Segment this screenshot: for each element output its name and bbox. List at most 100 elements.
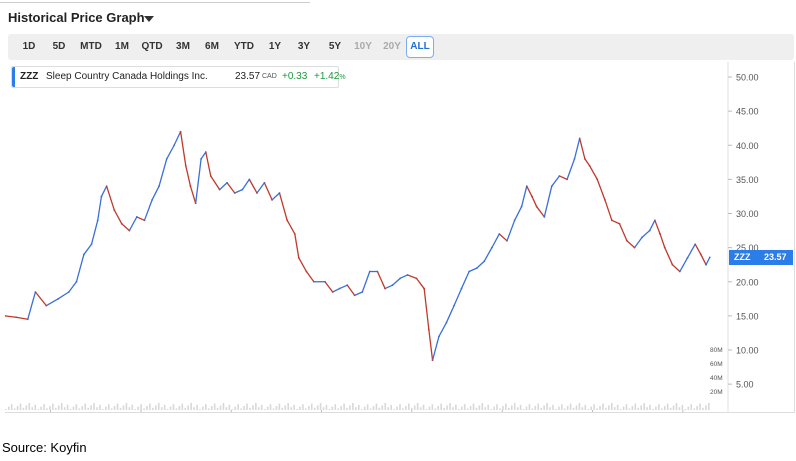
volume-bar	[622, 406, 625, 410]
price-segment	[248, 179, 258, 194]
price-segment	[589, 165, 598, 180]
legend-company-name: Sleep Country Canada Holdings Inc.	[46, 71, 208, 82]
timeframe-button-ytd[interactable]: YTD	[234, 41, 254, 52]
price-segment	[136, 216, 145, 221]
price-segment	[468, 267, 478, 273]
volume-bar	[675, 403, 678, 410]
timeframe-button-1m[interactable]: 1M	[115, 41, 129, 52]
volume-bar	[452, 407, 454, 410]
volume-bar	[410, 407, 413, 410]
volume-bar	[422, 404, 425, 410]
timeframe-button-3m[interactable]: 3M	[176, 41, 190, 52]
price-segment	[460, 271, 470, 289]
volume-bar	[43, 404, 45, 410]
volume-bar	[252, 405, 254, 410]
price-segment	[166, 144, 175, 160]
volume-bar	[525, 406, 528, 410]
timeframe-button-1d[interactable]: 1D	[22, 41, 36, 52]
volume-bar	[619, 409, 622, 410]
volume-bar	[116, 403, 119, 410]
timeframe-button-mtd[interactable]: MTD	[80, 41, 102, 52]
volume-bar	[307, 406, 310, 410]
timeframe-button-1y[interactable]: 1Y	[268, 41, 282, 52]
timeframe-button-3y[interactable]: 3Y	[297, 41, 311, 52]
chart-area[interactable]: 5.00 10.00 15.00 20.00 25.00 30.00 35.00 40.00 4…	[4, 62, 795, 431]
volume-bar	[160, 407, 163, 410]
volume-bar	[587, 409, 590, 410]
timeframe-button-qtd[interactable]: QTD	[141, 41, 163, 52]
volume-bar	[231, 409, 234, 410]
volume-bar	[113, 406, 116, 410]
volume-bar	[343, 403, 345, 410]
price-segment	[271, 192, 280, 201]
volume-bar	[575, 405, 578, 410]
legend-ticker: ZZZ	[20, 71, 39, 82]
header: Historical Price Graph	[0, 0, 796, 28]
volume-bar	[681, 404, 684, 410]
volume-bar	[466, 408, 469, 410]
volume-bar	[216, 407, 219, 410]
price-segment	[16, 316, 28, 320]
volume-bar	[519, 404, 522, 410]
volume-bar	[496, 404, 498, 410]
volume-bar	[213, 403, 216, 410]
volume-bar	[219, 405, 222, 410]
volume-bar	[202, 406, 204, 410]
timeframe-button-all[interactable]: ALL	[406, 36, 434, 58]
volume-bar	[478, 405, 481, 410]
volume-bar	[105, 406, 107, 410]
price-segment	[641, 230, 651, 238]
price-segment	[195, 158, 202, 204]
timeframe-button-5d[interactable]: 5D	[52, 41, 66, 52]
price-segment	[305, 271, 315, 283]
volume-bar	[702, 407, 704, 410]
price-segment	[611, 219, 620, 225]
source-note: Source: Koyfin	[2, 440, 87, 455]
volume-bar	[131, 404, 134, 410]
price-tag-ticker: ZZZ	[734, 252, 751, 262]
volume-bar	[660, 408, 663, 410]
volume-bar	[566, 406, 569, 410]
volume-bar	[581, 407, 584, 410]
chevron-down-icon[interactable]	[144, 16, 154, 22]
volume-bar	[537, 403, 540, 410]
volume-bar	[384, 403, 387, 410]
page-title[interactable]: Historical Price Graph	[8, 10, 145, 25]
volume-bar	[16, 406, 19, 410]
volume-bar	[210, 406, 213, 410]
data-point	[708, 256, 711, 259]
price-segment	[626, 240, 636, 249]
volume-bar	[666, 403, 669, 410]
timeframe-button-5y[interactable]: 5Y	[328, 41, 342, 52]
volume-bar	[296, 409, 298, 410]
volume-bar	[69, 409, 72, 410]
volume-bar	[178, 406, 181, 410]
volume-bar	[157, 403, 160, 410]
timeframe-button-6m[interactable]: 6M	[205, 41, 219, 52]
volume-bar	[49, 406, 51, 410]
volume-bar	[37, 409, 39, 410]
price-segment	[700, 254, 707, 265]
volume-bar	[60, 403, 63, 410]
volume-bar	[143, 408, 145, 410]
volume-bar	[337, 408, 340, 410]
price-segment	[361, 271, 371, 293]
volume-bar	[222, 403, 225, 410]
price-segment	[431, 336, 440, 361]
volume-bar	[569, 403, 572, 410]
volume-bar	[463, 404, 466, 410]
volume-bar	[175, 408, 178, 410]
price-segment	[531, 196, 538, 207]
volume-bar	[560, 404, 563, 410]
price-segment	[384, 284, 393, 290]
volume-bar	[134, 409, 137, 410]
timeframe-toolbar: 1D 5D MTD 1M QTD 3M 6M YTD 1Y 3Y 5Y 10Y 20Y ALL	[8, 34, 794, 60]
volume-bar	[287, 403, 289, 410]
price-segment	[679, 257, 689, 272]
volume-bar	[96, 407, 98, 410]
volume-bar	[393, 409, 395, 410]
volume-bar	[205, 404, 207, 410]
volume-bar	[325, 404, 328, 410]
price-chart[interactable]: 5.00 10.00 15.00 20.00 25.00 30.00 35.00 40.00 4…	[4, 62, 794, 431]
y-tick-label: 20.00	[736, 277, 759, 287]
